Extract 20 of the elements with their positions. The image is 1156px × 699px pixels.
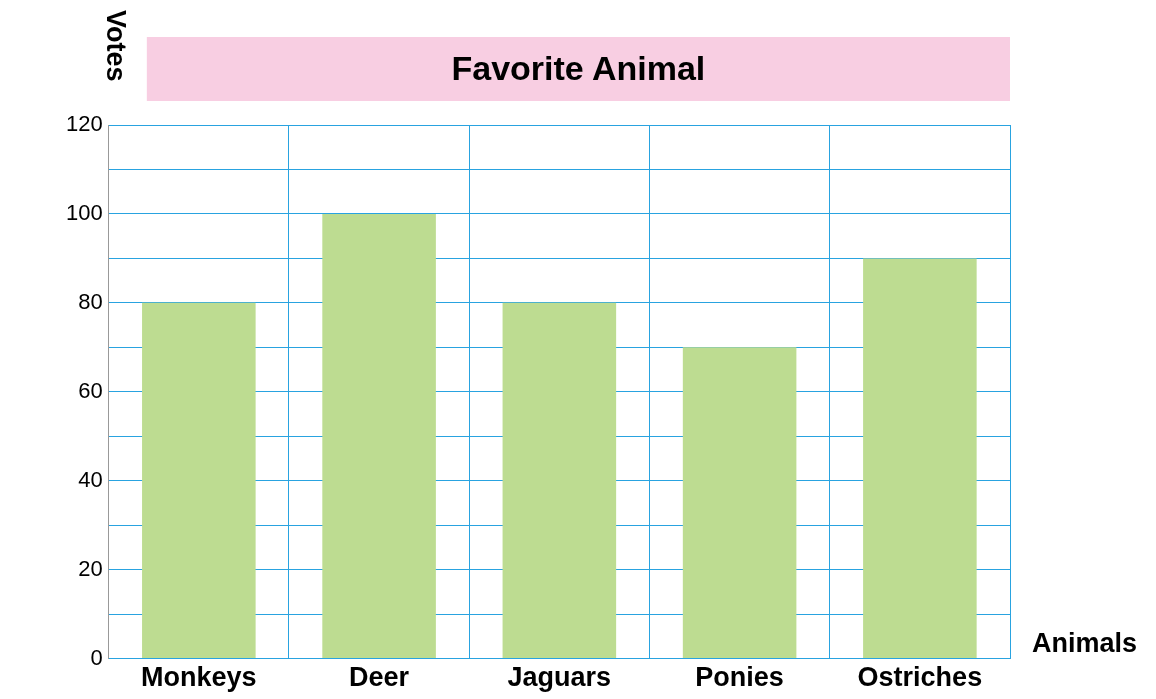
bar [322, 213, 436, 659]
y-tick-label: 80 [78, 288, 103, 314]
x-tick-label: Ponies [695, 662, 784, 693]
bar [142, 302, 256, 659]
x-tick-label: Jaguars [507, 662, 612, 693]
y-tick-label: 60 [78, 377, 103, 403]
y-tick-label: 40 [78, 466, 103, 492]
y-axis-title: Votes [100, 10, 131, 82]
y-tick-label: 120 [65, 111, 103, 137]
y-tick-label: 100 [65, 200, 103, 225]
y-tick-label: 20 [78, 555, 103, 581]
chart-title: Favorite Animal [451, 49, 706, 88]
x-tick-label: Monkeys [141, 662, 257, 693]
x-tick-label: Ostriches [857, 662, 983, 693]
bar [863, 258, 977, 659]
bar [682, 347, 797, 659]
bar [502, 302, 617, 659]
x-axis-title: Animals [1032, 628, 1138, 659]
x-tick-label: Deer [349, 662, 410, 693]
y-tick-label: 0 [90, 644, 103, 670]
